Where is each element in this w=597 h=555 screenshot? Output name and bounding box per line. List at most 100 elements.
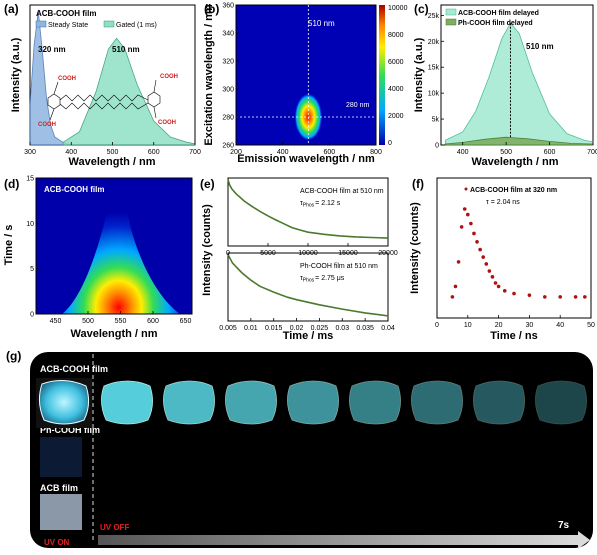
panel-g-tag: (g) — [6, 349, 21, 363]
panel-c-xtick-label: 700 — [587, 149, 597, 156]
panel-f-point — [459, 225, 464, 229]
panel-e-top-xtick-label: 15000 — [338, 250, 358, 257]
panel-f-point — [502, 288, 507, 293]
panel-a-legend-steady-swatch — [35, 20, 47, 28]
panel-a-xlabel: Wavelength / nm — [69, 156, 156, 168]
panel-f-xticks: 0 10 20 30 40 50 — [435, 315, 595, 329]
panel-f-xtick-label: 30 — [526, 322, 534, 329]
panel-f-xtick-label: 20 — [495, 322, 503, 329]
panel-d-yticks: 0 5 10 15 — [26, 176, 39, 319]
panel-g-row2-label: Ph-COOH film — [40, 425, 100, 435]
panel-b-yticks: 260 280 300 320 340 360 — [222, 3, 239, 150]
panel-f-point — [466, 212, 470, 217]
panel-b-ytick-label: 260 — [222, 143, 234, 150]
panel-e-bottom-xtick-label: 0.015 — [265, 325, 283, 332]
panel-c-legend-ph: Ph-COOH film delayed — [458, 20, 533, 27]
panel-g-afterglow-frame — [287, 380, 339, 425]
panel-b-ylabel: Excitation wavelength / nm — [203, 4, 215, 145]
panel-a-xtick-label: 300 — [24, 149, 36, 156]
panel-a-legend-steady: Steady State — [48, 22, 88, 29]
panel-c-legend-acb-swatch — [445, 8, 457, 16]
panel-g-acb-on — [40, 494, 82, 530]
panel-a-xtick-label: 600 — [148, 149, 160, 156]
panel-c: (c) ACB-COOH film delayed Ph-COOH film d… — [413, 2, 597, 168]
panel-a-legend-gated-swatch — [103, 20, 115, 28]
panel-f-point — [478, 247, 482, 252]
panel-c-xticks: 400 500 600 700 — [457, 142, 597, 156]
panel-g-time-arrow — [98, 531, 590, 549]
panel-f-point — [456, 260, 461, 264]
panel-b-cb-ticks: 10000 8000 6000 4000 2000 0 — [388, 5, 408, 147]
panel-f-point — [583, 295, 587, 299]
panel-g: (g) ACB-COOH film Ph-COOH film ACB film … — [6, 349, 593, 549]
panel-e-top-tau: τPhos= 2.12 s — [300, 200, 341, 209]
panel-b-ytick-label: 280 — [222, 115, 234, 122]
panel-f-point — [543, 295, 547, 299]
panel-b-xtick-label: 600 — [323, 149, 335, 156]
panel-g-afterglow-frame — [163, 380, 215, 425]
panel-b-cb-tick: 0 — [388, 140, 392, 147]
panel-c-yticks: 0 5k 10k 15k 20k 25k — [428, 13, 444, 150]
panel-f-point — [512, 291, 516, 296]
panel-f-xtick-label: 0 — [435, 322, 439, 329]
panel-e-bottom-xtick-label: 0.01 — [244, 325, 258, 332]
panel-e-top-xtick-label: 20000 — [378, 250, 398, 257]
panel-c-xtick-label: 600 — [544, 149, 556, 156]
panel-b-ytick-label: 340 — [222, 31, 234, 38]
panel-e-bottom-xtick-label: 0.025 — [311, 325, 329, 332]
panel-f-xtick-label: 10 — [464, 322, 472, 329]
panel-e-top-frame — [227, 177, 389, 247]
panel-c-tag: (c) — [414, 2, 429, 16]
panel-f-label: ACB-COOH film at 320 nm — [470, 187, 557, 194]
panel-a: (a) ACB-COOH film Steady State Gated (1 … — [4, 2, 201, 168]
panel-d-xticks: 450 500 550 600 650 — [50, 311, 192, 325]
panel-f-point — [475, 240, 479, 244]
panel-b-cb-tick: 4000 — [388, 86, 404, 93]
panel-c-ytick-label: 5k — [432, 117, 440, 124]
panel-e-xlabel: Time / ms — [283, 330, 334, 342]
panel-c-ytick-label: 15k — [428, 65, 440, 72]
panel-e-top-xticks: 0 5000 10000 15000 20000 — [226, 243, 398, 257]
panel-g-afterglow-frame — [349, 380, 401, 425]
panel-f-point — [462, 207, 467, 211]
panel-g-afterglow-frame — [535, 380, 587, 425]
panel-f-point — [472, 231, 476, 236]
panel-a-xticks: 300 400 500 600 700 — [24, 142, 201, 156]
panel-a-cooh-4: COOH — [158, 120, 176, 126]
panel-e: (e) ACB-COOH film at 510 nm τPhos= 2.12 … — [200, 177, 398, 342]
panel-a-peak2: 510 nm — [112, 45, 140, 54]
panel-d-ytick-label: 10 — [26, 221, 34, 228]
panel-a-peak1: 320 nm — [38, 45, 66, 54]
panel-c-xtick-label: 400 — [457, 149, 469, 156]
panel-f-point — [527, 293, 532, 297]
panel-g-afterglow-frame — [411, 380, 463, 425]
panel-a-film-label: ACB-COOH film — [36, 9, 96, 18]
panel-b-tag: (b) — [204, 2, 219, 16]
panel-e-bottom-tau: τPhos= 2.75 μs — [300, 275, 345, 284]
panel-c-ylabel: Intensity (a.u.) — [413, 37, 425, 112]
panel-d-xtick-label: 600 — [147, 318, 159, 325]
panel-g-row1-label: ACB-COOH film — [40, 364, 108, 374]
panel-f-point — [469, 221, 473, 226]
panel-e-ylabel: Intensity (counts) — [201, 204, 213, 296]
panel-e-bottom-xtick-label: 0.04 — [381, 325, 395, 332]
panel-b-xtick-label: 800 — [370, 149, 382, 156]
panel-f-point — [450, 295, 455, 299]
panel-g-acb-cooh-on — [38, 380, 90, 425]
panel-f-point — [487, 269, 492, 273]
panel-e-bottom-xticks: 0.005 0.01 0.015 0.02 0.025 0.03 0.035 0.04 — [219, 318, 395, 332]
panel-d-xtick-label: 450 — [50, 318, 62, 325]
panel-a-gated-area — [62, 37, 196, 146]
panel-e-top-xtick-label: 10000 — [298, 250, 318, 257]
panel-d-xtick-label: 650 — [180, 318, 192, 325]
panel-a-cooh-1: COOH — [58, 76, 76, 82]
panel-g-afterglow — [101, 380, 587, 425]
panel-f: (f) ACB-COOH film at 320 nm τ = 2.04 ns … — [409, 177, 595, 342]
panel-a-xtick-label: 500 — [107, 149, 119, 156]
panel-b: (b) 510 nm 280 nm 10000 8000 6000 4000 2000 0… — [203, 2, 408, 165]
panel-b-xlabel: Emission wavelength / nm — [237, 153, 375, 165]
panel-e-bottom-xtick-label: 0.005 — [219, 325, 237, 332]
panel-c-peak-label: 510 nm — [526, 42, 554, 51]
panel-d-ytick-label: 15 — [26, 176, 34, 183]
